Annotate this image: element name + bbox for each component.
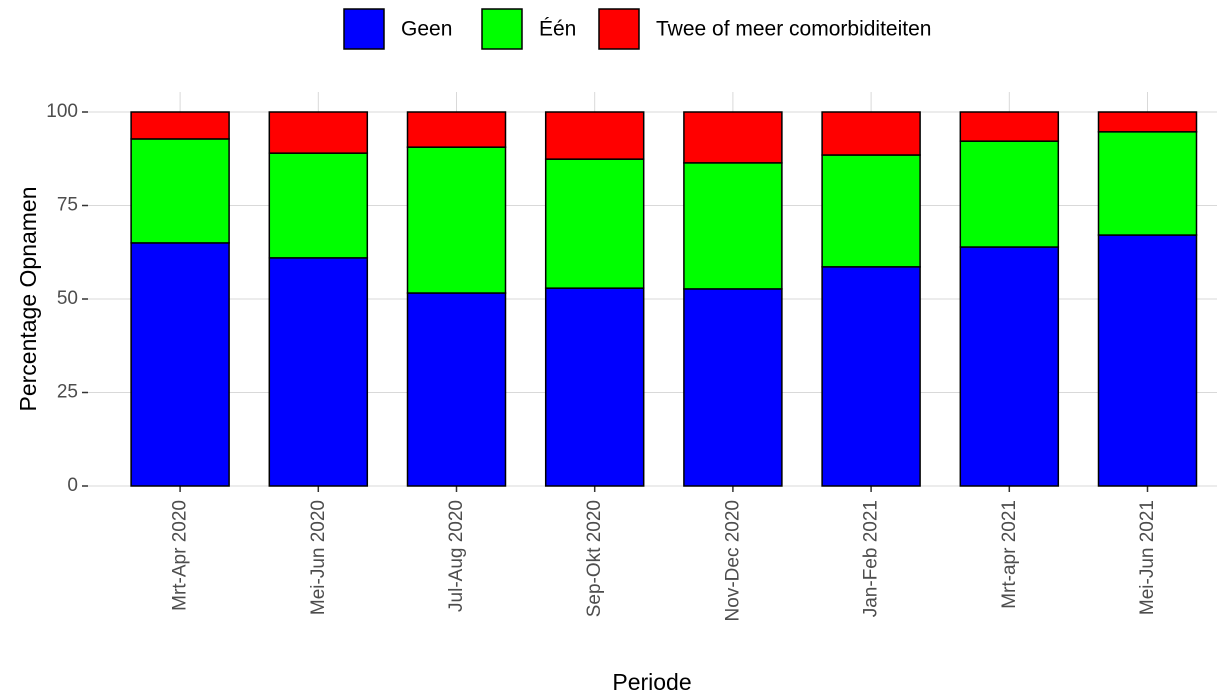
legend-label: Twee of meer comorbiditeiten — [656, 18, 931, 41]
y-tick-label: 25 — [57, 382, 78, 403]
bar-segment — [821, 111, 921, 156]
bar-segment — [683, 111, 783, 164]
legend-swatch — [598, 8, 640, 50]
bar-segment — [544, 111, 645, 160]
bar-segment — [1097, 111, 1198, 133]
y-tick-label: 0 — [67, 475, 78, 496]
x-tick-label: Jan-Feb 2021 — [861, 500, 882, 617]
x-tick-label: Mei-Jun 2020 — [308, 500, 329, 615]
x-tick-label: Mei-Jun 2021 — [1137, 500, 1158, 615]
bar-segment — [406, 292, 507, 487]
x-axis-title: Periode — [612, 669, 691, 695]
y-tick-label: 100 — [46, 101, 78, 122]
bar-segment — [959, 246, 1060, 487]
x-tick-label: Nov-Dec 2020 — [722, 500, 743, 621]
bar-segment — [683, 162, 783, 290]
bar-segment — [406, 111, 507, 148]
bar-segment — [268, 257, 369, 487]
x-tick-label: Mrt-Apr 2020 — [170, 500, 191, 611]
y-axis-title: Percentage Opnamen — [15, 186, 41, 411]
bar-segment — [1097, 234, 1198, 487]
bar-segment — [683, 288, 783, 487]
y-tick-label: 50 — [57, 288, 78, 309]
legend-swatch — [343, 8, 385, 50]
legend-label: Geen — [401, 18, 452, 41]
x-tick-label: Mrt-apr 2021 — [999, 500, 1020, 609]
bar-segment — [959, 140, 1060, 248]
legend-label: Één — [539, 18, 576, 41]
bar-segment — [130, 138, 230, 244]
bar-segment — [406, 146, 507, 294]
bar-segment — [821, 266, 921, 487]
bar-segment — [544, 158, 645, 289]
y-tick-label: 75 — [57, 195, 78, 216]
bar-segment — [959, 111, 1060, 142]
bar-segment — [268, 111, 369, 154]
x-tick-label: Sep-Okt 2020 — [584, 500, 605, 617]
bar-segment — [130, 111, 230, 140]
bar-segment — [268, 152, 369, 259]
bar-segment — [1097, 131, 1198, 236]
bar-segment — [544, 287, 645, 487]
legend-swatch — [481, 8, 523, 50]
x-tick-label: Jul-Aug 2020 — [446, 500, 467, 612]
bar-segment — [821, 154, 921, 268]
bar-segment — [130, 242, 230, 487]
